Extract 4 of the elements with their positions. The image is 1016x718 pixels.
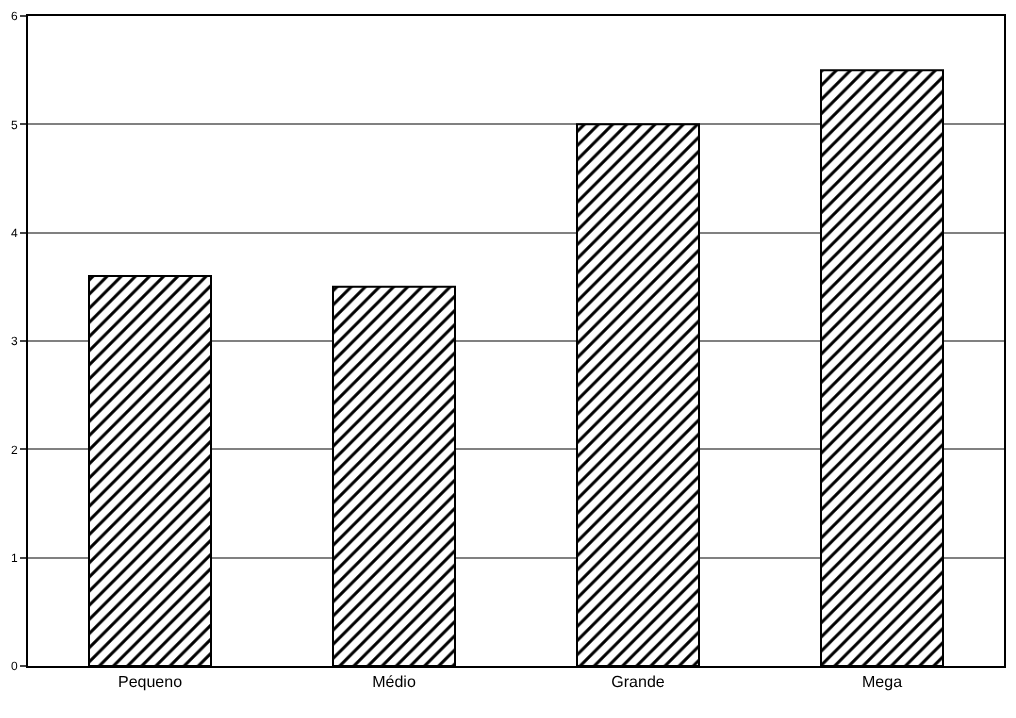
x-tick-label: Grande — [611, 673, 666, 692]
x-tick-label: Pequeno — [117, 673, 184, 692]
x-tick-label: Mega — [861, 673, 904, 692]
x-tick-label: Médio — [372, 673, 417, 692]
